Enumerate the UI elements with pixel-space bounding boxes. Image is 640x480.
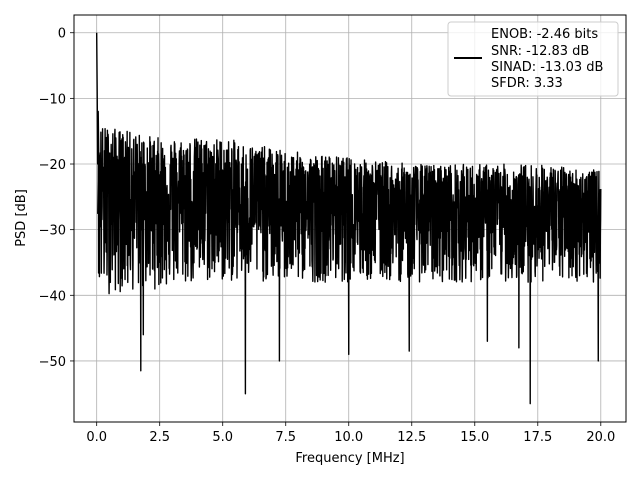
legend-entry-sinad: SINAD: -13.03 dB <box>491 60 603 75</box>
x-tick-label: 7.5 <box>275 430 296 445</box>
x-tick-label: 10.0 <box>334 430 363 445</box>
legend-entry-sfdr: SFDR: 3.33 <box>491 76 563 91</box>
y-axis-label: PSD [dB] <box>14 189 29 247</box>
plot-frame <box>73 14 627 423</box>
x-tick-label: 5.0 <box>212 430 233 445</box>
y-tick-label: −10 <box>39 92 66 107</box>
x-tick-label: 0.0 <box>86 430 107 445</box>
x-axis: 0.0 2.5 5.0 7.5 10.0 12.5 15.0 17.5 20.0 <box>86 422 615 445</box>
legend-entry-snr: SNR: -12.83 dB <box>491 44 589 59</box>
y-axis: 0 −10 −20 −30 −40 −50 <box>39 27 74 370</box>
x-tick-label: 2.5 <box>149 430 170 445</box>
x-tick-label: 15.0 <box>460 430 489 445</box>
x-tick-label: 17.5 <box>523 430 552 445</box>
psd-line <box>95 32 602 405</box>
legend-entry-enob: ENOB: -2.46 bits <box>491 27 598 42</box>
y-tick-label: −20 <box>39 158 66 173</box>
legend: ENOB: -2.46 bits SNR: -12.83 dB SINAD: -… <box>447 21 619 97</box>
x-axis-label: Frequency [MHz] <box>295 451 404 466</box>
psd-series <box>95 32 602 405</box>
legend-box <box>447 21 619 97</box>
y-tick-label: −30 <box>39 224 66 239</box>
y-tick-label: −40 <box>39 289 66 304</box>
x-tick-label: 12.5 <box>397 430 426 445</box>
y-tick-label: 0 <box>58 27 66 42</box>
x-tick-label: 20.0 <box>586 430 615 445</box>
y-tick-label: −50 <box>39 355 66 370</box>
